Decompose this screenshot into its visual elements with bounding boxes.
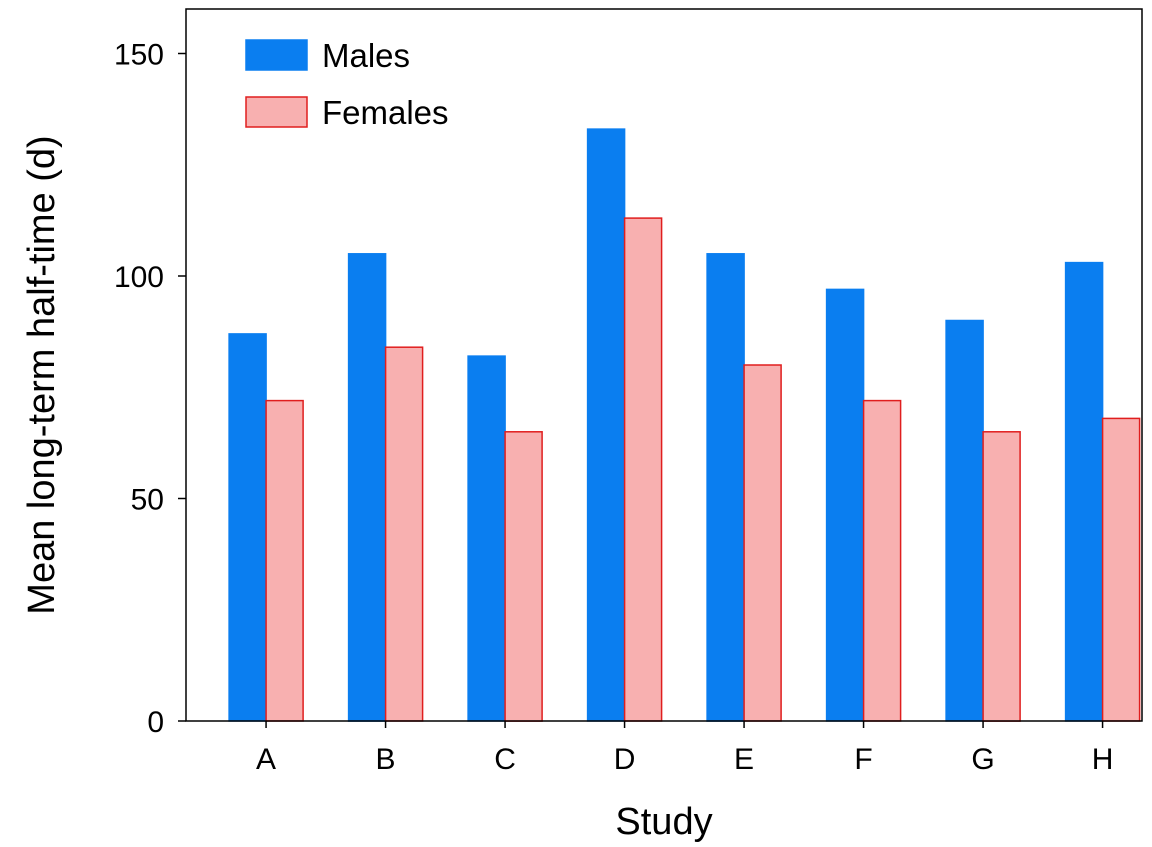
- bar-males-h: [1064, 261, 1104, 722]
- x-tick-label: D: [614, 743, 636, 776]
- bars-layer: [228, 128, 1141, 722]
- legend-swatch-males: [245, 39, 308, 71]
- bar-males-f: [825, 288, 865, 722]
- y-tick-label: 150: [114, 39, 164, 72]
- ticks-layer: A B C D E F G H 0 50 100 150: [114, 39, 1113, 777]
- x-tick-label: B: [376, 743, 396, 776]
- y-axis-title: Mean long-term half-time (d): [21, 135, 63, 614]
- y-tick-label: 50: [131, 484, 164, 517]
- x-tick-label: H: [1092, 743, 1114, 776]
- bar-females-b: [384, 346, 424, 722]
- x-tick-label: F: [854, 743, 872, 776]
- bar-males-b: [347, 253, 387, 722]
- bar-males-d: [586, 128, 626, 722]
- bar-females-g: [982, 431, 1021, 722]
- legend-swatch-females: [245, 96, 308, 128]
- bar-males-g: [945, 319, 984, 722]
- y-tick-label: 100: [114, 261, 164, 294]
- bar-males-a: [228, 333, 267, 722]
- bar-females-h: [1101, 417, 1141, 722]
- bar-females-f: [862, 399, 902, 722]
- bar-males-e: [706, 253, 745, 722]
- x-tick-label: C: [494, 743, 516, 776]
- legend-label-females: Females: [322, 94, 449, 131]
- bar-females-e: [743, 364, 782, 722]
- plot-frame: [185, 8, 1143, 722]
- legend-label-males: Males: [322, 37, 410, 74]
- bar-males-c: [467, 355, 506, 722]
- y-tick-label: 0: [147, 706, 164, 739]
- x-axis-title: Study: [615, 801, 712, 842]
- bar-females-a: [265, 399, 304, 722]
- bar-females-d: [623, 217, 663, 722]
- x-tick-label: E: [734, 743, 754, 776]
- legend: Males Females: [245, 37, 449, 131]
- bar-females-c: [504, 431, 543, 722]
- x-tick-label: G: [971, 743, 994, 776]
- x-tick-label: A: [256, 743, 276, 776]
